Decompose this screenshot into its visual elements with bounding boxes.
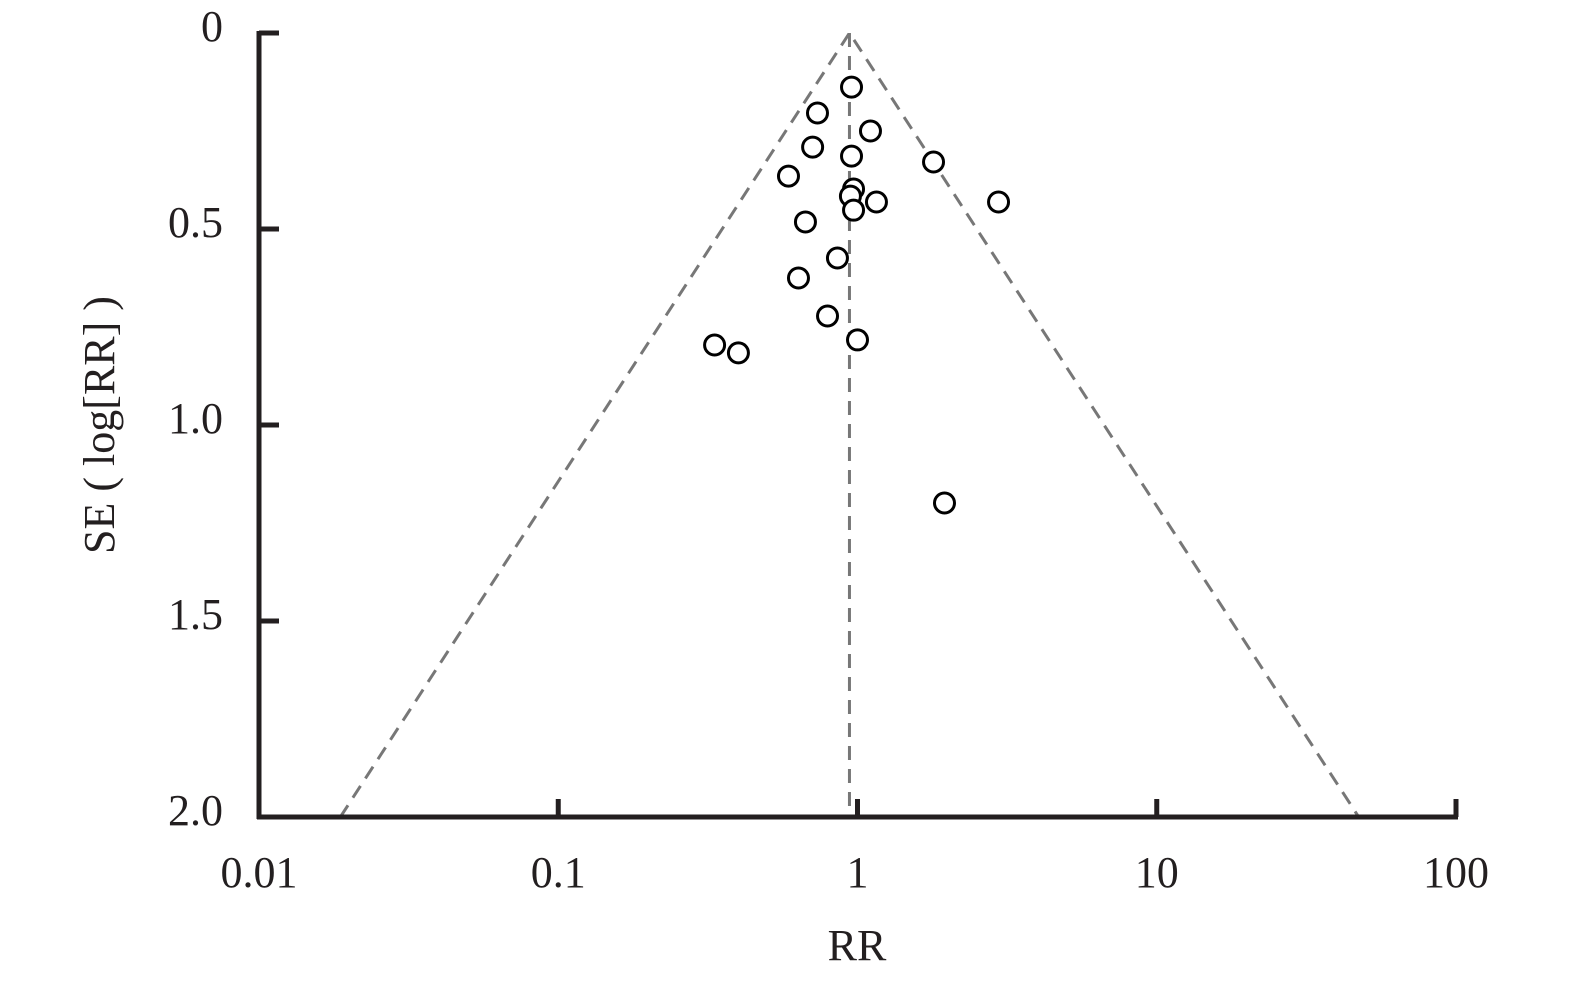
data-point [840,144,864,168]
data-point [825,246,849,270]
data-point [703,333,727,357]
data-point [786,266,810,290]
y-axis-label: SE ( log[RR] ) [75,296,124,554]
data-point [793,210,817,234]
data-point [776,164,800,188]
y-tick-label: 0.5 [168,198,223,247]
data-point [922,150,946,174]
x-tick-label: 0.01 [221,848,298,897]
data-point [842,198,866,222]
x-tick-label: 1 [847,848,869,897]
data-point [726,341,750,365]
x-tick-label: 0.1 [531,848,586,897]
data-point [932,491,956,515]
data-point [840,75,864,99]
data-point [987,190,1011,214]
y-tick-label: 2.0 [168,786,223,835]
y-tick-label: 1.5 [168,590,223,639]
data-point [801,135,825,159]
y-tick-label: 1.0 [168,394,223,443]
x-axis-label: RR [828,921,887,970]
funnel-line [339,30,1360,818]
y-tick-label: 0 [201,2,223,51]
data-point [805,101,829,125]
data-point [816,304,840,328]
data-point [858,119,882,143]
data-point [864,190,888,214]
x-tick-label: 100 [1423,848,1489,897]
data-point [846,328,869,352]
x-tick-label: 10 [1135,848,1179,897]
